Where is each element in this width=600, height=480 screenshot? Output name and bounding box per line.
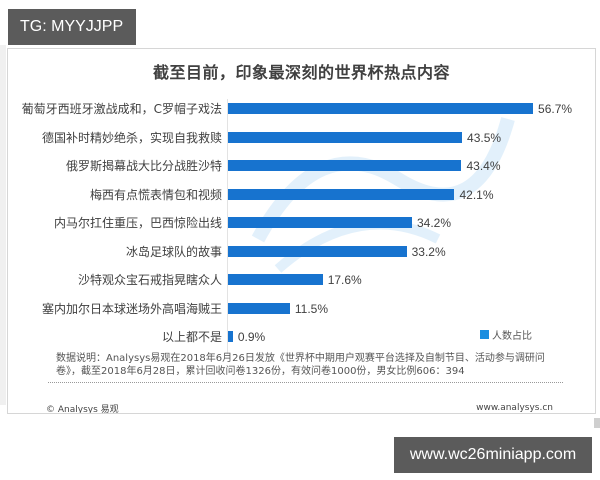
footer-divider: [48, 382, 563, 383]
legend-swatch-icon: [480, 329, 489, 339]
bar-row: 德国补时精妙绝杀，实现自我救赎 43.5%: [8, 128, 595, 148]
bar-value-label: 34.2%: [416, 216, 452, 230]
bar: [228, 217, 412, 228]
bar: [228, 302, 290, 314]
data-note: 数据说明：Analysys易观在2018年6月26日发放《世界杯中期用户观赛平台…: [56, 353, 545, 377]
legend: 人数占比: [480, 327, 532, 342]
scrollbar-nub[interactable]: [594, 418, 600, 428]
tg-overlay-tag: TG: MYYJJPP: [8, 9, 136, 45]
bar-row: 梅西有点慌表情包和视频 42.1%: [8, 185, 595, 205]
source-site-text: www.analysys.cn: [476, 403, 553, 413]
bar: [228, 274, 323, 285]
bar: [228, 331, 233, 342]
bar-category-label: 沙特观众宝石戒指晃瞎众人: [77, 273, 222, 287]
bar: [228, 160, 462, 171]
bar-value-label: 11.5%: [294, 301, 328, 316]
bar: [228, 103, 534, 114]
bar-row: 葡萄牙西班牙激战成和，C罗帽子戏法 56.7%: [8, 99, 595, 119]
bar-category-label: 以上都不是: [161, 330, 222, 344]
bar-row: 沙特观众宝石戒指晃瞎众人 17.6%: [8, 270, 595, 290]
bar-value-label: 43.5%: [467, 130, 502, 145]
bar-value-label: 56.7%: [538, 102, 573, 116]
bar-value-label: 42.1%: [459, 187, 494, 202]
chart-card: 截至目前，印象最深刻的世界杯热点内容 葡萄牙西班牙激战成和，C罗帽子戏法 56.7…: [7, 48, 596, 414]
bar-value-label: 17.6%: [327, 273, 362, 287]
bar-category-label: 梅西有点慌表情包和视频: [89, 187, 222, 202]
bar-row: 冰岛足球队的故事 33.2%: [8, 242, 595, 262]
bar-value-label: 0.9%: [237, 330, 266, 344]
legend-label: 人数占比: [492, 330, 532, 342]
bar-row: 俄罗斯揭幕战大比分战胜沙特 43.4%: [8, 156, 595, 176]
bar-value-label: 33.2%: [411, 244, 446, 259]
bar: [228, 131, 463, 143]
bar-category-label: 葡萄牙西班牙激战成和，C罗帽子戏法: [21, 102, 222, 116]
bar-category-label: 德国补时精妙绝杀，实现自我救赎: [41, 130, 222, 145]
bar-value-label: 43.4%: [466, 159, 501, 173]
url-overlay-tag: www.wc26miniapp.com: [394, 437, 592, 473]
page-edge: [0, 45, 6, 405]
chart-title: 截至目前，印象最深刻的世界杯热点内容: [152, 63, 450, 82]
bar: [228, 188, 455, 200]
category-axis-line: [227, 99, 228, 354]
bar-category-label: 俄罗斯揭幕战大比分战胜沙特: [65, 159, 222, 173]
bar-category-label: 冰岛足球队的故事: [125, 244, 222, 259]
copyright-text: © Analysys 易观: [46, 405, 119, 414]
bar-row: 内马尔扛住重压，巴西惊险出线 34.2%: [8, 213, 595, 233]
bar-row: 以上都不是 0.9%: [8, 327, 595, 347]
bar: [228, 245, 407, 257]
bar-row: 塞内加尔日本球迷场外高唱海贼王 11.5%: [8, 299, 595, 319]
bar-category-label: 塞内加尔日本球迷场外高唱海贼王: [41, 301, 222, 316]
bar-category-label: 内马尔扛住重压，巴西惊险出线: [53, 216, 222, 230]
